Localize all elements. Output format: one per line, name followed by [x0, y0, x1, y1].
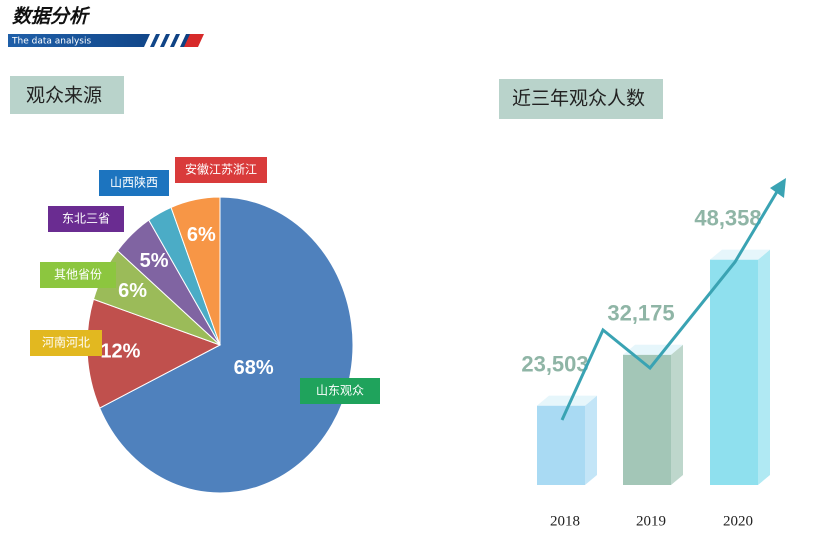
legend-label: 安徽江苏浙江 — [185, 162, 257, 177]
legend-label: 河南河北 — [42, 335, 90, 350]
legend-tag — [48, 206, 124, 232]
pie-slice — [170, 196, 221, 346]
section-box — [10, 76, 124, 114]
x-tick-label: 2018 — [550, 513, 580, 529]
legend-label: 山东观众 — [316, 384, 364, 398]
bar — [537, 405, 585, 485]
page-title: 数据分析 — [12, 6, 91, 28]
slice-label: 6% — [187, 224, 216, 246]
slice-label: 5% — [140, 250, 169, 272]
page-subtitle: The data analysis — [11, 37, 91, 47]
bar-chart: 23,503 2018 32,175 2019 48,358 2020 — [521, 205, 770, 529]
legend-tag — [30, 330, 102, 356]
pie-slice — [99, 196, 354, 494]
bar — [623, 354, 671, 485]
section-title: 观众来源 — [26, 85, 102, 107]
bar — [710, 259, 758, 485]
legend-label: 其他省份 — [54, 268, 102, 282]
header-stripes — [144, 34, 186, 47]
header-accent — [184, 34, 204, 47]
value-label: 32,175 — [607, 301, 674, 326]
x-tick-label: 2020 — [723, 513, 753, 529]
slice-label: 68% — [234, 357, 274, 379]
bar-side — [671, 344, 683, 485]
legend-tag — [99, 170, 169, 196]
arrow-head — [770, 178, 786, 198]
legend-tag — [300, 378, 380, 404]
bar-side — [585, 395, 597, 485]
slice-label: 12% — [100, 340, 140, 362]
bar-side — [758, 249, 770, 485]
legend-label: 山西陕西 — [110, 175, 158, 190]
pie-chart: 68% 山东观众 12% 河南河北 6% 其他省份 5% 东北三省 山西陕西 6% 安徽江苏浙江 — [30, 157, 380, 494]
bar-top — [537, 395, 597, 406]
legend-label: 东北三省 — [62, 212, 110, 226]
trend-arrow — [560, 189, 780, 421]
slice-label: 6% — [118, 280, 147, 302]
section-box — [499, 79, 663, 119]
section-title: 近三年观众人数 — [512, 88, 645, 110]
legend-tag — [175, 157, 267, 183]
x-tick-label: 2019 — [636, 513, 666, 529]
legend-tag — [40, 262, 116, 288]
value-label: 48,358 — [694, 205, 761, 230]
value-label: 23,503 — [521, 351, 588, 376]
